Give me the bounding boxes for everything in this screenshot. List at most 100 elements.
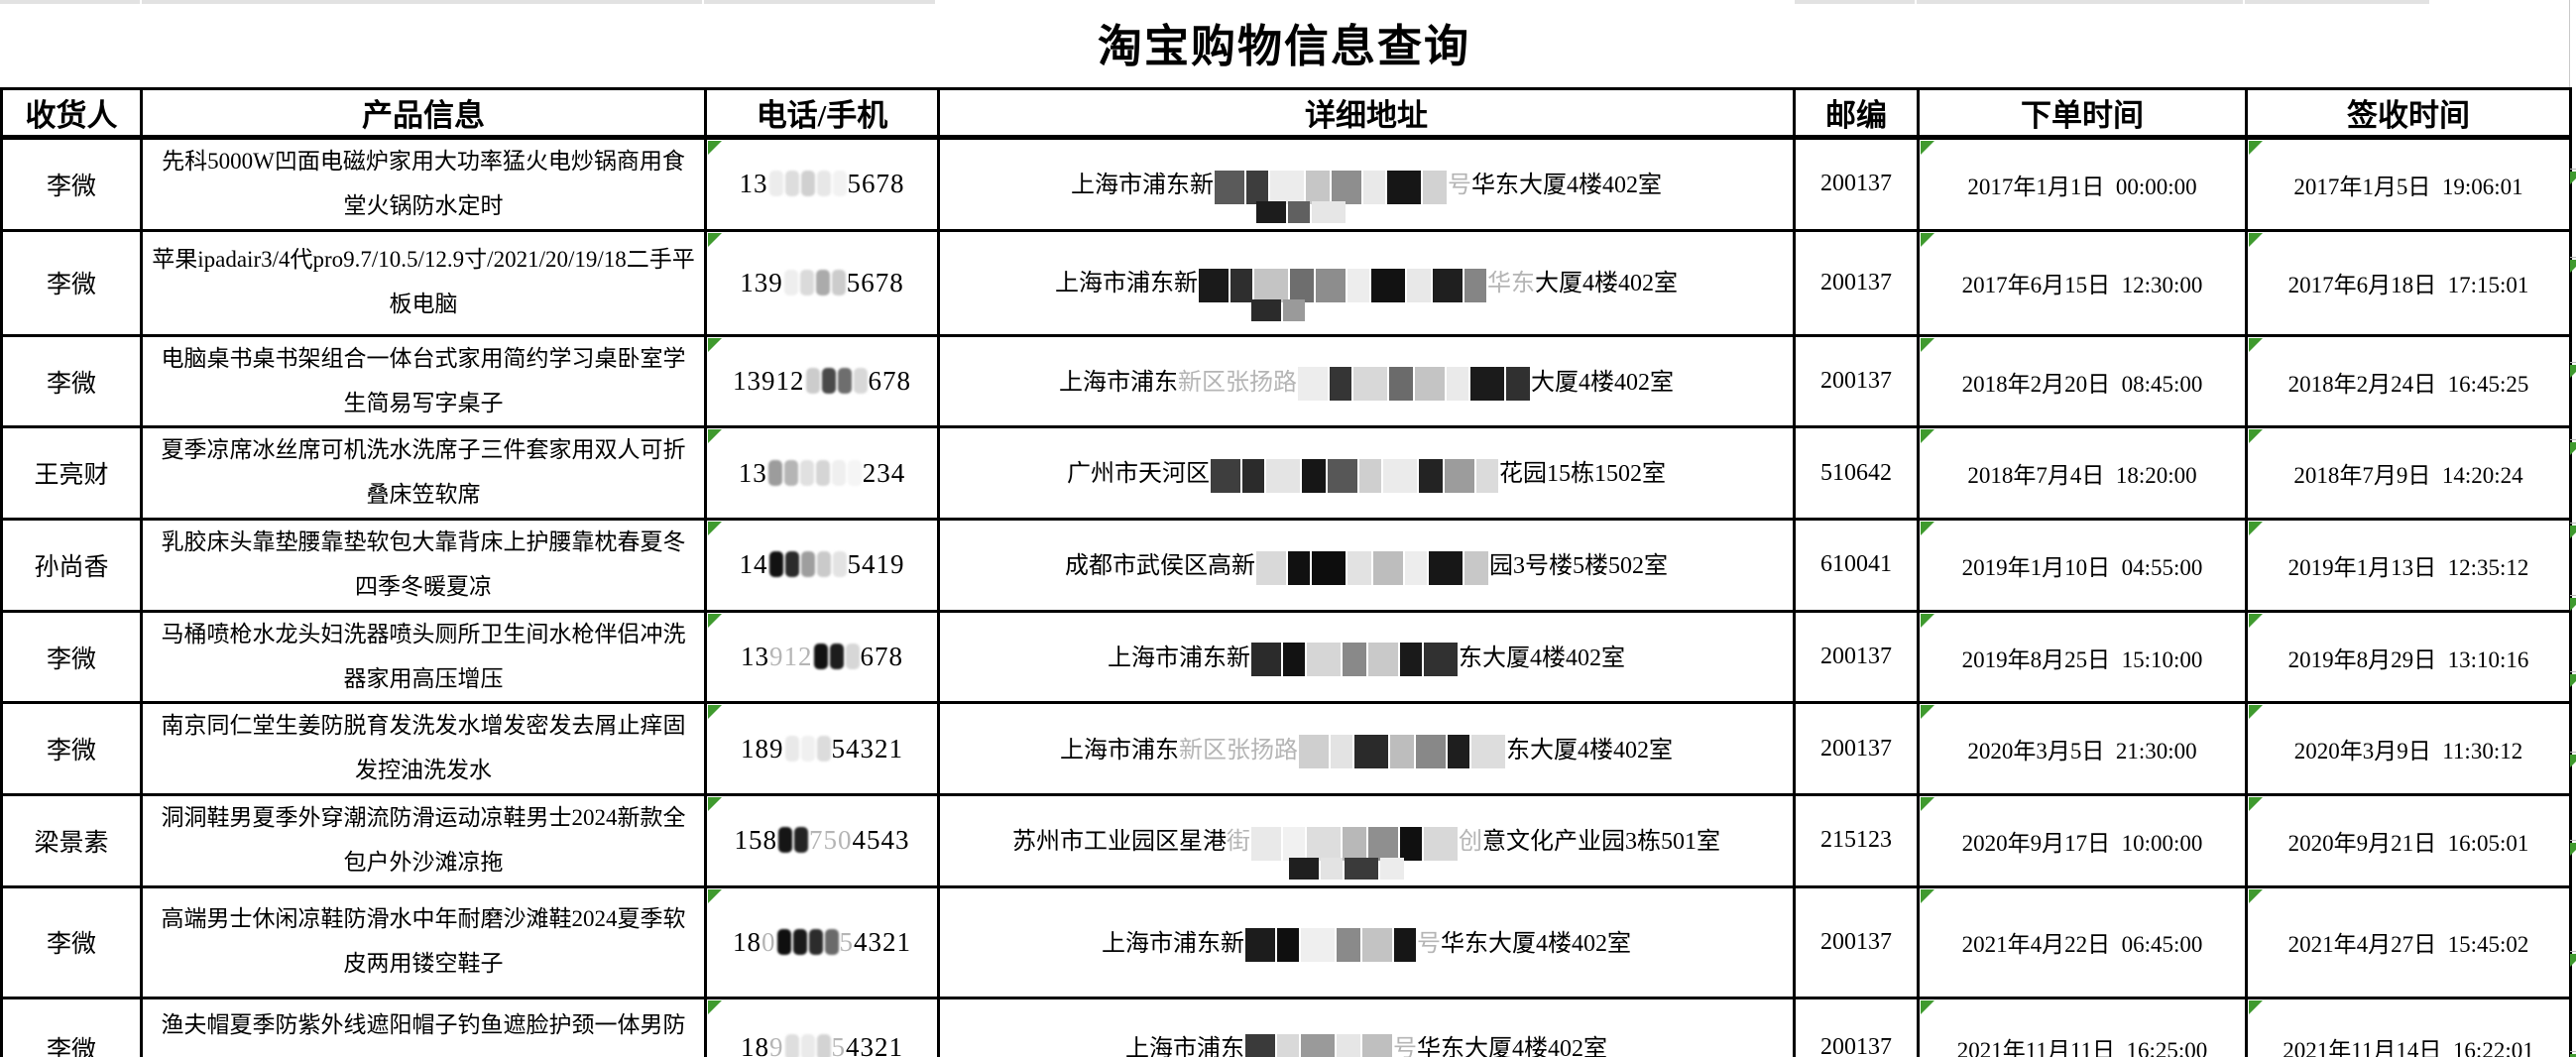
address-text: 华东大厦4楼402室 [1441, 930, 1631, 957]
cell-ordered[interactable]: 2021年11月11日 16:25:00 [1917, 996, 2248, 1057]
cell-address[interactable]: 上海市浦东新 号华东大厦4楼402室 [937, 136, 1796, 232]
table-row: 李微 电脑桌书桌书架组合一体台式家用简约学习桌卧室学生简易写字桌子 13912 678… [0, 333, 2572, 429]
column-header-zip[interactable]: 邮编 [1793, 87, 1920, 140]
cell-phone[interactable]: 13 5678 [704, 136, 940, 232]
cell-product[interactable]: 夏季凉席冰丝席可机洗水洗席子三件套家用双人可折叠床笠软席 [140, 425, 707, 522]
address-mosaic-redaction [1297, 367, 1531, 402]
phone-text: 678 [868, 366, 911, 397]
cell-signed[interactable]: 2021年11月14日 16:22:01 [2245, 996, 2572, 1057]
cell-address[interactable]: 成都市武侯区高新 园3号楼5楼502室 [937, 518, 1796, 613]
cell-address[interactable]: 上海市浦东新区张扬路 大厦4楼402室 [937, 333, 1796, 429]
cell-phone[interactable]: 180 54321 [704, 884, 940, 999]
address-text: 大厦4楼402室 [1531, 369, 1674, 396]
gridline-tick [2570, 362, 2576, 363]
cell-phone[interactable]: 189 54321 [704, 996, 940, 1057]
cell-ordered[interactable]: 2021年4月22日 06:45:00 [1917, 884, 2248, 999]
cell-zip[interactable]: 200137 [1793, 996, 1920, 1057]
cell-recipient[interactable]: 李微 [0, 701, 143, 797]
cell-signed[interactable]: 2017年1月5日 19:06:01 [2245, 136, 2572, 232]
cell-product[interactable]: 先科5000W凹面电磁炉家用大功率猛火电炒锅商用食堂火锅防水定时 [140, 136, 707, 232]
cell-recipient[interactable]: 李微 [0, 884, 143, 999]
cell-ordered[interactable]: 2018年2月20日 08:45:00 [1917, 333, 2248, 429]
gridline-tick [2570, 671, 2576, 672]
phone-text: 18 [741, 1032, 769, 1057]
table-row: 李微 南京同仁堂生姜防脱育发洗发水增发密发去屑止痒固发控油洗发水 189 54321 上… [0, 701, 2572, 797]
cell-recipient[interactable]: 李微 [0, 996, 143, 1057]
cell-zip[interactable]: 200137 [1793, 701, 1920, 797]
cell-product[interactable]: 渔夫帽夏季防紫外线遮阳帽子钓鱼遮脸护颈一体男防晒帽大檐太阳帽 [140, 996, 707, 1057]
cell-zip[interactable]: 200137 [1793, 333, 1920, 429]
cell-phone[interactable]: 13 234 [704, 425, 940, 522]
phone-blur-redaction [768, 549, 848, 579]
cell-zip[interactable]: 200137 [1793, 228, 1920, 337]
address-text: 上海市浦东 [1059, 369, 1178, 396]
cell-address[interactable]: 上海市浦东 号华东大厦4楼402室 [937, 996, 1796, 1057]
cell-recipient[interactable]: 李微 [0, 136, 143, 232]
cell-product[interactable]: 电脑桌书桌书架组合一体台式家用简约学习桌卧室学生简易写字桌子 [140, 333, 707, 429]
cell-signed[interactable]: 2019年8月29日 13:10:16 [2245, 609, 2572, 705]
cell-product[interactable]: 乳胶床头靠垫腰靠垫软包大靠背床上护腰靠枕春夏冬四季冬暖夏凉 [140, 518, 707, 613]
cell-address[interactable]: 广州市天河区 花园15栋1502室 [937, 425, 1796, 522]
cell-ordered[interactable]: 2019年8月25日 15:10:00 [1917, 609, 2248, 705]
cell-zip[interactable]: 510642 [1793, 425, 1920, 522]
cell-recipient[interactable]: 李微 [0, 228, 143, 337]
cell-phone[interactable]: 13912 678 [704, 609, 940, 705]
cell-phone[interactable]: 13912 678 [704, 333, 940, 429]
cell-signed[interactable]: 2018年7月9日 14:20:24 [2245, 425, 2572, 522]
cell-recipient[interactable]: 李微 [0, 333, 143, 429]
column-header-product[interactable]: 产品信息 [140, 87, 707, 140]
cell-ordered[interactable]: 2020年3月5日 21:30:00 [1917, 701, 2248, 797]
cell-recipient[interactable]: 孙尚香 [0, 518, 143, 613]
cell-zip[interactable]: 200137 [1793, 884, 1920, 999]
phone-blur-redaction [813, 642, 861, 671]
address-text: 成都市武侯区高新 [1065, 553, 1255, 580]
cell-zip[interactable]: 200137 [1793, 136, 1920, 232]
cell-zip[interactable]: 610041 [1793, 518, 1920, 613]
cell-product[interactable]: 高端男士休闲凉鞋防滑水中年耐磨沙滩鞋2024夏季软皮两用镂空鞋子 [140, 884, 707, 999]
cell-product[interactable]: 洞洞鞋男夏季外穿潮流防滑运动凉鞋男士2024新款全包户外沙滩凉拖 [140, 793, 707, 888]
cell-zip[interactable]: 215123 [1793, 793, 1920, 888]
cell-signed[interactable]: 2020年3月9日 11:30:12 [2245, 701, 2572, 797]
phone-faint-text: 9 [769, 1032, 784, 1057]
cell-address[interactable]: 上海市浦东新 东大厦4楼402室 [937, 609, 1796, 705]
cell-ordered[interactable]: 2020年9月17日 10:00:00 [1917, 793, 2248, 888]
cell-ordered[interactable]: 2017年1月1日 00:00:00 [1917, 136, 2248, 232]
cell-recipient[interactable]: 李微 [0, 609, 143, 705]
phone-faint-text: 0 [761, 926, 776, 957]
column-header-signed[interactable]: 签收时间 [2245, 87, 2572, 140]
cell-phone[interactable]: 158 7504543 [704, 793, 940, 888]
gridline-tick [2570, 1051, 2576, 1052]
address-mosaic-redaction [1255, 550, 1489, 585]
cell-phone[interactable]: 139 5678 [704, 228, 940, 337]
text-format-triangle [2570, 598, 2576, 611]
column-header-phone[interactable]: 电话/手机 [704, 87, 940, 140]
address-text: 上海市浦东 [1060, 737, 1179, 763]
cell-ordered[interactable]: 2019年1月10日 04:55:00 [1917, 518, 2248, 613]
phone-text: 5419 [847, 549, 905, 580]
cell-phone[interactable]: 189 54321 [704, 701, 940, 797]
cell-ordered[interactable]: 2018年7月4日 18:20:00 [1917, 425, 2248, 522]
cell-signed[interactable]: 2019年1月13日 12:35:12 [2245, 518, 2572, 613]
cell-phone[interactable]: 14 5419 [704, 518, 940, 613]
cell-product[interactable]: 南京同仁堂生姜防脱育发洗发水增发密发去屑止痒固发控油洗发水 [140, 701, 707, 797]
column-header-ordered[interactable]: 下单时间 [1917, 87, 2248, 140]
cell-signed[interactable]: 2021年4月27日 15:45:02 [2245, 884, 2572, 999]
cell-recipient[interactable]: 梁景素 [0, 793, 143, 888]
cell-signed[interactable]: 2017年6月18日 17:15:01 [2245, 228, 2572, 337]
cell-zip[interactable]: 200137 [1793, 609, 1920, 705]
cell-signed[interactable]: 2018年2月24日 16:45:25 [2245, 333, 2572, 429]
phone-faint-text: 5 [831, 1032, 846, 1057]
column-header-address[interactable]: 详细地址 [937, 87, 1796, 140]
cell-product[interactable]: 马桶喷枪水龙头妇洗器喷头厕所卫生间水枪伴侣冲洗器家用高压增压 [140, 609, 707, 705]
cell-address[interactable]: 上海市浦东新区张扬路 东大厦4楼402室 [937, 701, 1796, 797]
cell-product[interactable]: 苹果ipadair3/4代pro9.7/10.5/12.9寸/2021/20/1… [140, 228, 707, 337]
cell-address[interactable]: 上海市浦东新 华东大厦4楼402室 [937, 228, 1796, 337]
address-faint-text: 号 [1417, 930, 1441, 957]
cell-address[interactable]: 苏州市工业园区星港街 创意文化产业园3栋501室 [937, 793, 1796, 888]
cell-ordered[interactable]: 2017年6月15日 12:30:00 [1917, 228, 2248, 337]
cell-address[interactable]: 上海市浦东新 号华东大厦4楼402室 [937, 884, 1796, 999]
cell-recipient[interactable]: 王亮财 [0, 425, 143, 522]
column-header-recipient[interactable]: 收货人 [0, 87, 143, 140]
phone-text: 18 [733, 926, 761, 957]
cell-signed[interactable]: 2020年9月21日 16:05:01 [2245, 793, 2572, 888]
